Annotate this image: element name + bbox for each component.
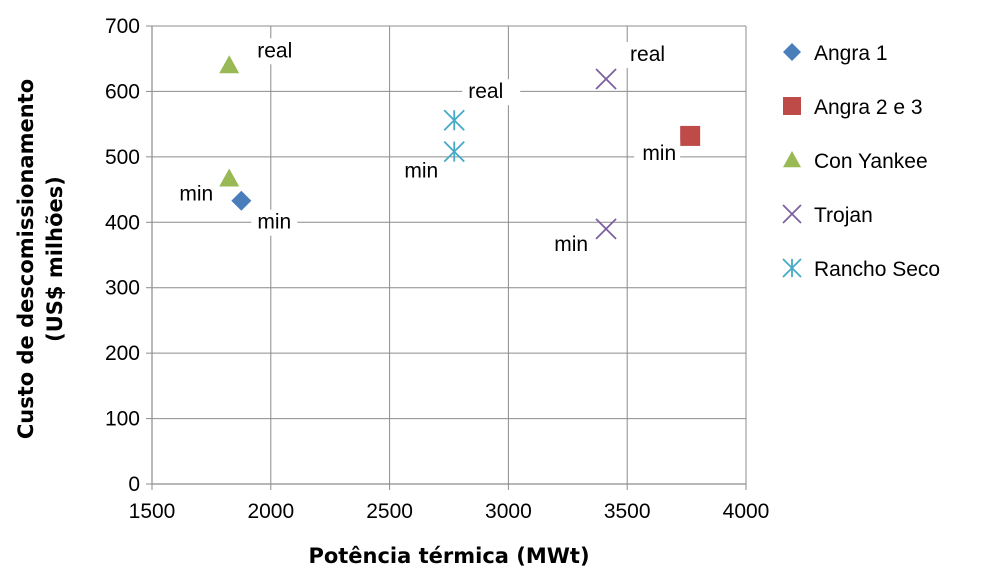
point-annotation: min (546, 231, 593, 258)
annotation-background (251, 209, 298, 236)
legend-label: Trojan (814, 204, 873, 227)
y-tick-label: 100 (105, 408, 140, 431)
point-annotation: min (171, 181, 218, 208)
point-star-marker (443, 140, 465, 163)
x-tick-label: 4000 (723, 500, 770, 523)
legend-item: Trojan (782, 204, 873, 227)
point-annotation: real (462, 79, 521, 106)
annotation-label: min (554, 233, 588, 256)
legend-item: Angra 1 (783, 42, 888, 65)
point-triangle-marker (219, 55, 240, 74)
y-tick-label: 300 (105, 277, 140, 300)
point-triangle-marker (219, 168, 240, 187)
annotation-label: min (642, 142, 676, 165)
point-annotations: min min real min real min real min (171, 38, 683, 258)
point-diamond-marker (231, 190, 252, 211)
y-axis-title-line1: Custo de descomissionamento (14, 79, 38, 439)
legend-item: Con Yankee (783, 150, 928, 173)
legend-label: Con Yankee (814, 150, 928, 173)
y-tick-labels: 0 100 200 300 400 500 600 700 (105, 15, 140, 496)
legend-square-marker (783, 97, 801, 115)
y-tick-label: 400 (105, 211, 140, 234)
x-tick-label: 2000 (247, 500, 294, 523)
legend-item: Angra 2 e 3 (783, 96, 923, 119)
y-tick-label: 500 (105, 146, 140, 169)
grid (152, 25, 747, 484)
legend: Angra 1 Angra 2 e 3 Con Yankee Trojan Rancho… (782, 42, 940, 281)
x-tick-label: 3500 (604, 500, 651, 523)
x-tick-labels: 1500 2000 2500 3000 3500 4000 (129, 500, 770, 523)
annotation-label: min (404, 160, 438, 183)
x-tick-label: 2500 (366, 500, 413, 523)
y-tick-label: 0 (128, 473, 140, 496)
annotation-label: min (257, 211, 291, 234)
annotation-background (546, 231, 593, 258)
point-annotation: real (251, 38, 310, 65)
point-x-marker (595, 218, 617, 240)
annotation-background (251, 38, 310, 65)
y-axis-title-line2: (US$ milhões) (43, 176, 67, 342)
legend-label: Rancho Seco (814, 258, 940, 281)
annotation-background (396, 158, 443, 185)
x-tick-label: 1500 (129, 500, 176, 523)
x-tick-label: 3000 (485, 500, 532, 523)
legend-label: Angra 1 (814, 42, 888, 65)
point-annotation: min (634, 140, 681, 167)
legend-diamond-marker (783, 43, 801, 61)
y-tick-label: 200 (105, 342, 140, 365)
annotation-background (634, 140, 681, 167)
point-star-marker (443, 109, 465, 131)
legend-x-marker (782, 204, 802, 224)
legend-star-marker (782, 258, 802, 278)
annotation-background (462, 79, 521, 106)
y-tick-label: 600 (105, 80, 140, 103)
annotation-label: real (257, 39, 292, 62)
point-square-marker (680, 125, 701, 146)
annotation-label: real (468, 80, 503, 103)
annotation-label: real (630, 43, 665, 66)
axes (146, 25, 747, 490)
point-annotation: real (624, 41, 683, 68)
data-points (219, 55, 701, 240)
legend-label: Angra 2 e 3 (814, 96, 923, 119)
annotation-background (171, 181, 218, 208)
legend-triangle-marker (783, 151, 801, 168)
annotation-label: min (179, 182, 213, 205)
point-annotation: min (251, 209, 298, 236)
y-tick-label: 700 (105, 15, 140, 38)
x-axis-title: Potência térmica (MWt) (308, 544, 589, 568)
legend-item: Rancho Seco (782, 258, 940, 281)
point-x-marker (595, 68, 617, 90)
annotation-background (624, 41, 683, 68)
point-annotation: min (396, 158, 443, 185)
